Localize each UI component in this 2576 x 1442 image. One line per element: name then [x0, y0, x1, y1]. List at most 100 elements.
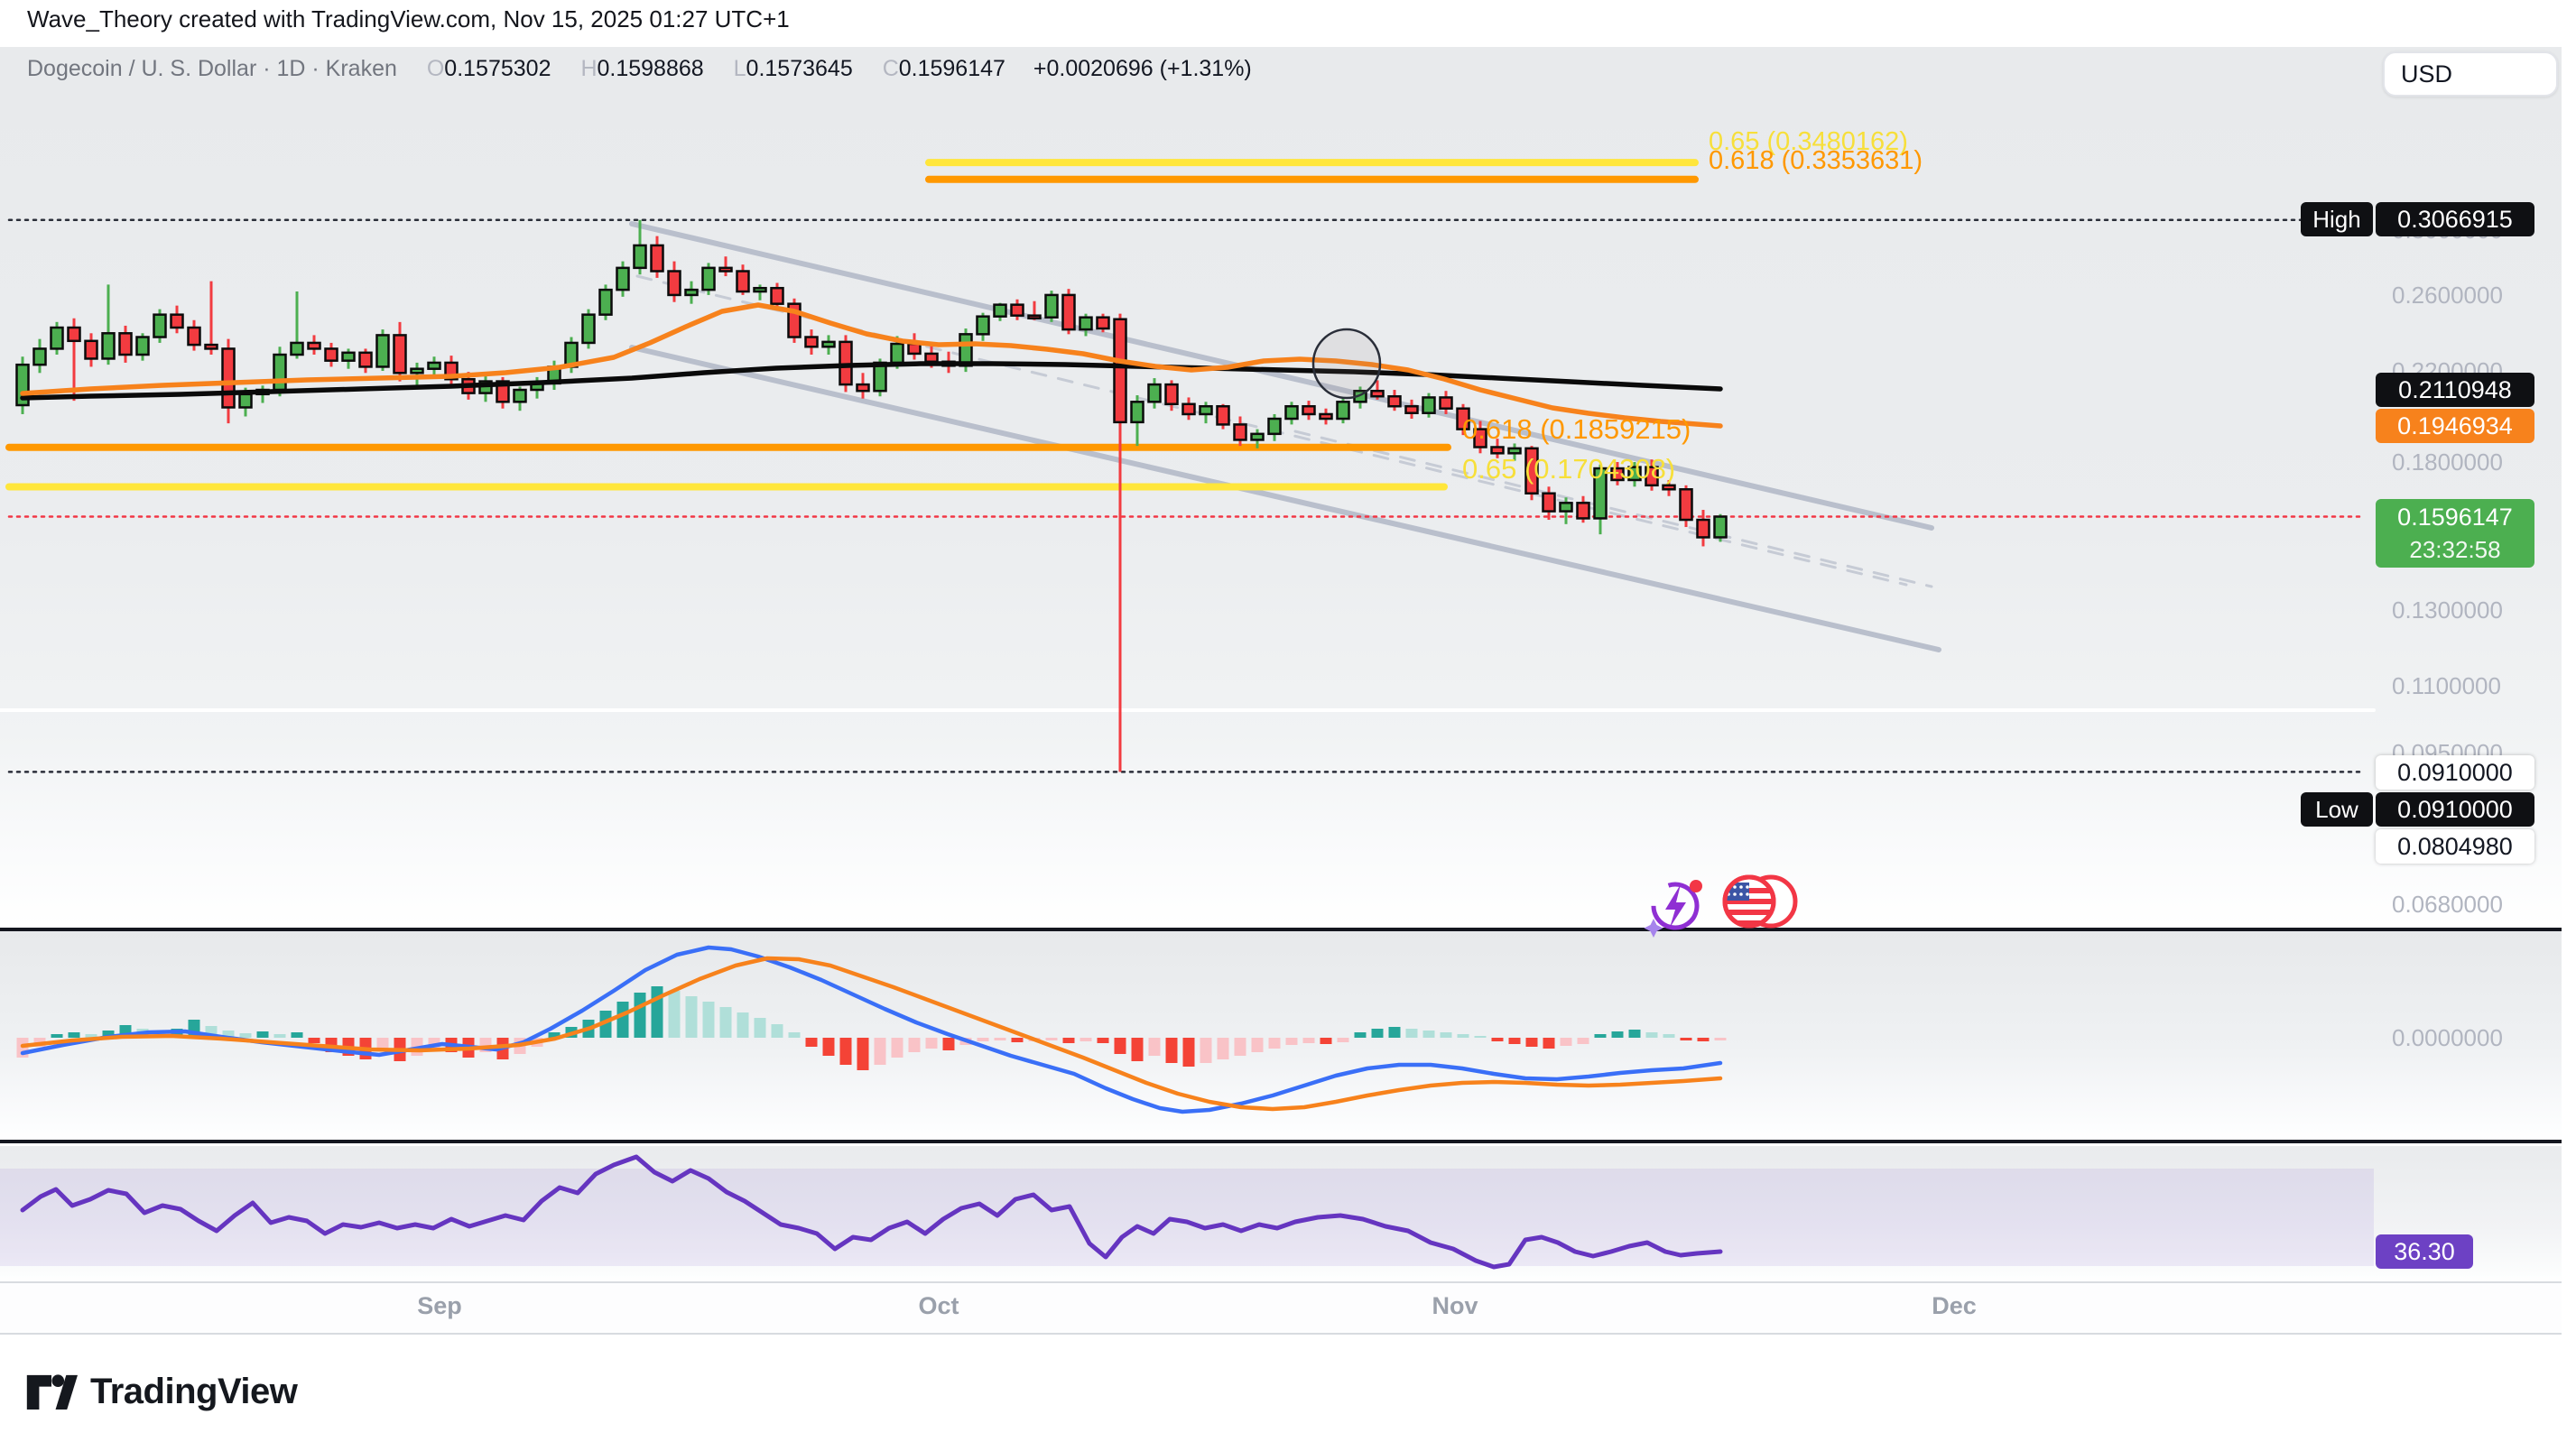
candle-body — [375, 334, 390, 368]
trend-channel-lower-line[interactable] — [629, 345, 1941, 652]
circle-annotation[interactable] — [1311, 328, 1382, 400]
usd-flag-icon[interactable] — [1722, 874, 1798, 929]
macd-histogram-bar — [1388, 1027, 1401, 1038]
macd-histogram-bar — [1645, 1032, 1658, 1038]
rsi-pane[interactable] — [0, 1146, 2562, 1281]
rsi-indicator — [0, 1154, 2374, 1270]
candle-body — [1199, 404, 1213, 416]
lightning-icon[interactable] — [1665, 884, 1686, 928]
symbol-title[interactable]: Dogecoin / U. S. Dollar · 1D · Kraken — [27, 56, 397, 81]
macd-pane[interactable] — [0, 931, 2562, 1142]
macd-histogram-bar — [1045, 1038, 1058, 1040]
candle-body — [1336, 401, 1350, 421]
tradingview-logo[interactable]: TradingView — [25, 1368, 298, 1415]
currency-toggle-button[interactable]: USD — [2383, 51, 2558, 97]
macd-histogram-bar — [822, 1038, 835, 1056]
macd-histogram-bar — [616, 1002, 629, 1038]
macd-histogram-bar — [668, 991, 681, 1038]
macd-histogram-bar — [634, 993, 646, 1038]
candle-body — [1147, 383, 1162, 403]
macd-histogram-bar — [1714, 1038, 1727, 1040]
macd-histogram-bar — [51, 1034, 63, 1038]
macd-histogram-bar — [1560, 1038, 1572, 1046]
black-ma-price-badge: 0.2110948 — [2376, 373, 2534, 407]
candle-body — [856, 383, 870, 393]
candle-body — [1473, 428, 1487, 448]
candle-body — [1610, 467, 1625, 482]
candle-body — [273, 353, 287, 392]
price-axis-tick: 0.1300000 — [2392, 596, 2503, 624]
candle-body — [1027, 314, 1042, 319]
candle-body — [924, 352, 939, 364]
macd-histogram-bar — [1011, 1038, 1024, 1042]
macd-histogram-bar — [1697, 1038, 1710, 1041]
candle-body — [890, 342, 904, 365]
refresh-arc-icon[interactable] — [1645, 876, 1706, 937]
candle-body — [410, 367, 424, 374]
tradingview-logo-icon — [26, 1374, 78, 1410]
candle-body — [1387, 394, 1402, 408]
candle-body — [238, 393, 253, 409]
macd-histogram-bar — [376, 1038, 389, 1049]
candle-body — [1267, 417, 1282, 436]
candle-body — [907, 342, 922, 356]
low-marker-chip: Low — [2301, 792, 2373, 827]
low-value: 0.1573645 — [746, 56, 853, 81]
pane-separator[interactable] — [0, 1140, 2562, 1143]
candle-body — [1096, 316, 1110, 330]
close-value: 0.1596147 — [898, 56, 1005, 81]
trend-channel-upper-line[interactable] — [629, 221, 1934, 531]
notification-dot-icon — [1690, 880, 1702, 892]
symbol-legend[interactable]: Dogecoin / U. S. Dollar · 1D · Kraken O0… — [27, 56, 1252, 82]
macd-histogram-bar — [1234, 1038, 1246, 1056]
macd-histogram-bar — [85, 1034, 97, 1038]
macd-histogram-bar — [68, 1032, 80, 1038]
last-price-badge: 0.1596147 23:32:58 — [2376, 499, 2534, 568]
candle-body — [1439, 396, 1453, 410]
candle-body — [1507, 447, 1522, 455]
channel-midline-dashed[interactable] — [1293, 430, 1933, 588]
fib-upper-065-label[interactable]: 0.65 (0.3480162) — [1709, 127, 1908, 156]
price-axis-tick: 0.0680000 — [2392, 890, 2503, 918]
fib-lower-065-label[interactable]: 0.65 (0.1704308) — [1462, 453, 1676, 485]
candle-body — [153, 313, 167, 338]
low-price-badge: 0.0910000 — [2376, 792, 2534, 827]
pane-separator[interactable] — [0, 928, 2562, 931]
macd-histogram-bar — [1182, 1038, 1195, 1067]
macd-histogram-bar — [102, 1031, 115, 1038]
macd-histogram-bar — [1422, 1031, 1435, 1038]
fib-lower-0618-label[interactable]: 0.618 (0.1859215) — [1462, 413, 1691, 445]
candle-body — [1524, 447, 1539, 495]
candle-body — [1216, 404, 1230, 426]
time-axis[interactable] — [0, 1283, 2562, 1334]
macd-histogram-bar — [651, 986, 663, 1038]
candlestick-series — [15, 219, 1728, 772]
candle-body — [667, 270, 681, 297]
candle-body — [221, 347, 236, 409]
candle-body — [1662, 484, 1676, 491]
price-axis-tick: 0.1800000 — [2392, 448, 2503, 476]
candle-body — [1559, 502, 1573, 513]
candle-body — [959, 333, 973, 367]
candle-body — [170, 313, 184, 329]
fib-upper-0618-label[interactable]: 0.618 (0.3353631) — [1709, 146, 1923, 175]
candle-body — [427, 361, 441, 370]
macd-histogram-bar — [1457, 1034, 1469, 1038]
macd-histogram-bar — [1371, 1029, 1384, 1038]
candle-body — [204, 343, 218, 350]
candle-body — [718, 266, 733, 273]
candle-body — [976, 315, 990, 336]
candle-body — [1079, 316, 1093, 331]
macd-histogram-bar — [1302, 1038, 1315, 1043]
candle-body — [1164, 383, 1179, 406]
high-value: 0.1598868 — [597, 56, 704, 81]
macd-line — [20, 945, 1723, 1114]
macd-histogram-bar — [308, 1038, 320, 1043]
macd-histogram-bar — [273, 1034, 286, 1038]
currency-label: USD — [2401, 60, 2453, 88]
macd-histogram-bar — [1200, 1038, 1212, 1063]
macd-histogram-bar — [239, 1033, 252, 1038]
attribution-text: Wave_Theory created with TradingView.com… — [27, 5, 790, 32]
macd-histogram-bar — [1320, 1038, 1332, 1044]
